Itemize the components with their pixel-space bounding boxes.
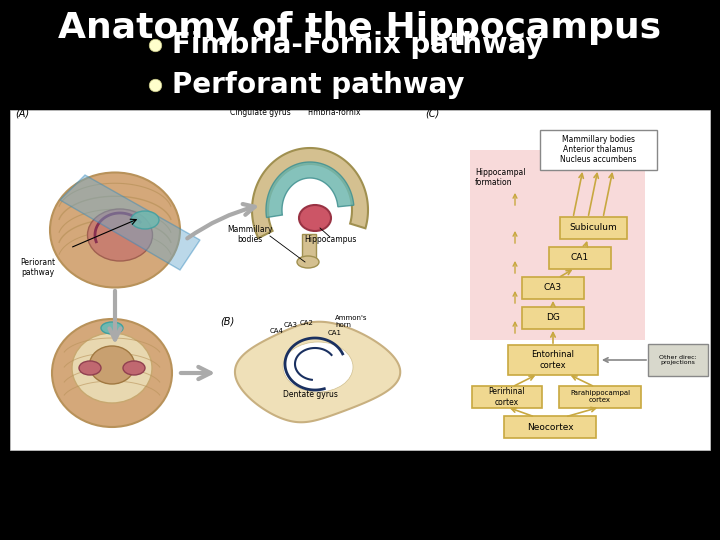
Bar (10, 110, 710, 450)
FancyBboxPatch shape (549, 247, 611, 269)
Text: Hippocampal
formation: Hippocampal formation (475, 167, 526, 187)
Ellipse shape (50, 172, 180, 287)
Polygon shape (266, 162, 354, 218)
Text: Periorant
pathway: Periorant pathway (20, 258, 55, 278)
Text: (C): (C) (425, 108, 439, 118)
FancyBboxPatch shape (472, 386, 542, 408)
Text: Ammon's
horn: Ammon's horn (335, 315, 367, 328)
Text: CA1: CA1 (328, 330, 342, 336)
Ellipse shape (52, 319, 172, 427)
Ellipse shape (283, 342, 353, 392)
Text: Nucleus accumbens: Nucleus accumbens (559, 156, 636, 165)
Text: CA1: CA1 (571, 253, 589, 262)
Text: Fimbria-fornix: Fimbria-fornix (307, 108, 361, 117)
Text: Anterior thalamus: Anterior thalamus (563, 145, 633, 154)
Text: CA2: CA2 (300, 320, 314, 326)
Ellipse shape (299, 205, 331, 231)
Text: Anatomy of the Hippocampus: Anatomy of the Hippocampus (58, 11, 662, 45)
Bar (302, 234, 316, 262)
FancyBboxPatch shape (559, 217, 626, 239)
FancyBboxPatch shape (539, 130, 657, 170)
Text: Hippocampus: Hippocampus (304, 235, 356, 244)
Ellipse shape (123, 361, 145, 375)
Ellipse shape (79, 361, 101, 375)
Text: (B): (B) (220, 317, 234, 327)
Text: Mammillary
bodies: Mammillary bodies (228, 225, 273, 244)
Text: Perirhinal
cortex: Perirhinal cortex (489, 387, 526, 407)
FancyBboxPatch shape (522, 277, 584, 299)
FancyBboxPatch shape (559, 386, 641, 408)
Text: DG: DG (546, 314, 560, 322)
Ellipse shape (89, 346, 135, 384)
Text: CA3: CA3 (544, 284, 562, 293)
Text: Perforant pathway: Perforant pathway (172, 71, 464, 99)
Ellipse shape (72, 333, 152, 403)
Polygon shape (252, 148, 368, 238)
Text: Other direc:
projections: Other direc: projections (659, 355, 697, 366)
Text: Cingulate gyrus: Cingulate gyrus (230, 108, 291, 117)
Ellipse shape (131, 211, 159, 229)
Text: Subiculum: Subiculum (569, 224, 617, 233)
FancyBboxPatch shape (522, 307, 584, 329)
FancyBboxPatch shape (504, 416, 596, 438)
Text: Dentate gyrus: Dentate gyrus (283, 390, 338, 399)
Text: Fimbria-Fornix pathway: Fimbria-Fornix pathway (172, 31, 544, 59)
Text: Parahippocampal
cortex: Parahippocampal cortex (570, 390, 630, 403)
FancyBboxPatch shape (648, 344, 708, 376)
Polygon shape (235, 322, 400, 422)
Text: (A): (A) (15, 108, 29, 118)
Text: CA4: CA4 (270, 328, 284, 334)
FancyBboxPatch shape (508, 345, 598, 375)
Text: Entorhinal
cortex: Entorhinal cortex (531, 350, 575, 370)
Polygon shape (60, 175, 200, 270)
Text: Neocortex: Neocortex (527, 422, 573, 431)
Text: Mammillary bodies: Mammillary bodies (562, 136, 634, 145)
Ellipse shape (88, 209, 153, 261)
Ellipse shape (297, 256, 319, 268)
Text: CA3: CA3 (284, 322, 298, 328)
Bar (470, 150, 645, 340)
Ellipse shape (101, 322, 123, 334)
